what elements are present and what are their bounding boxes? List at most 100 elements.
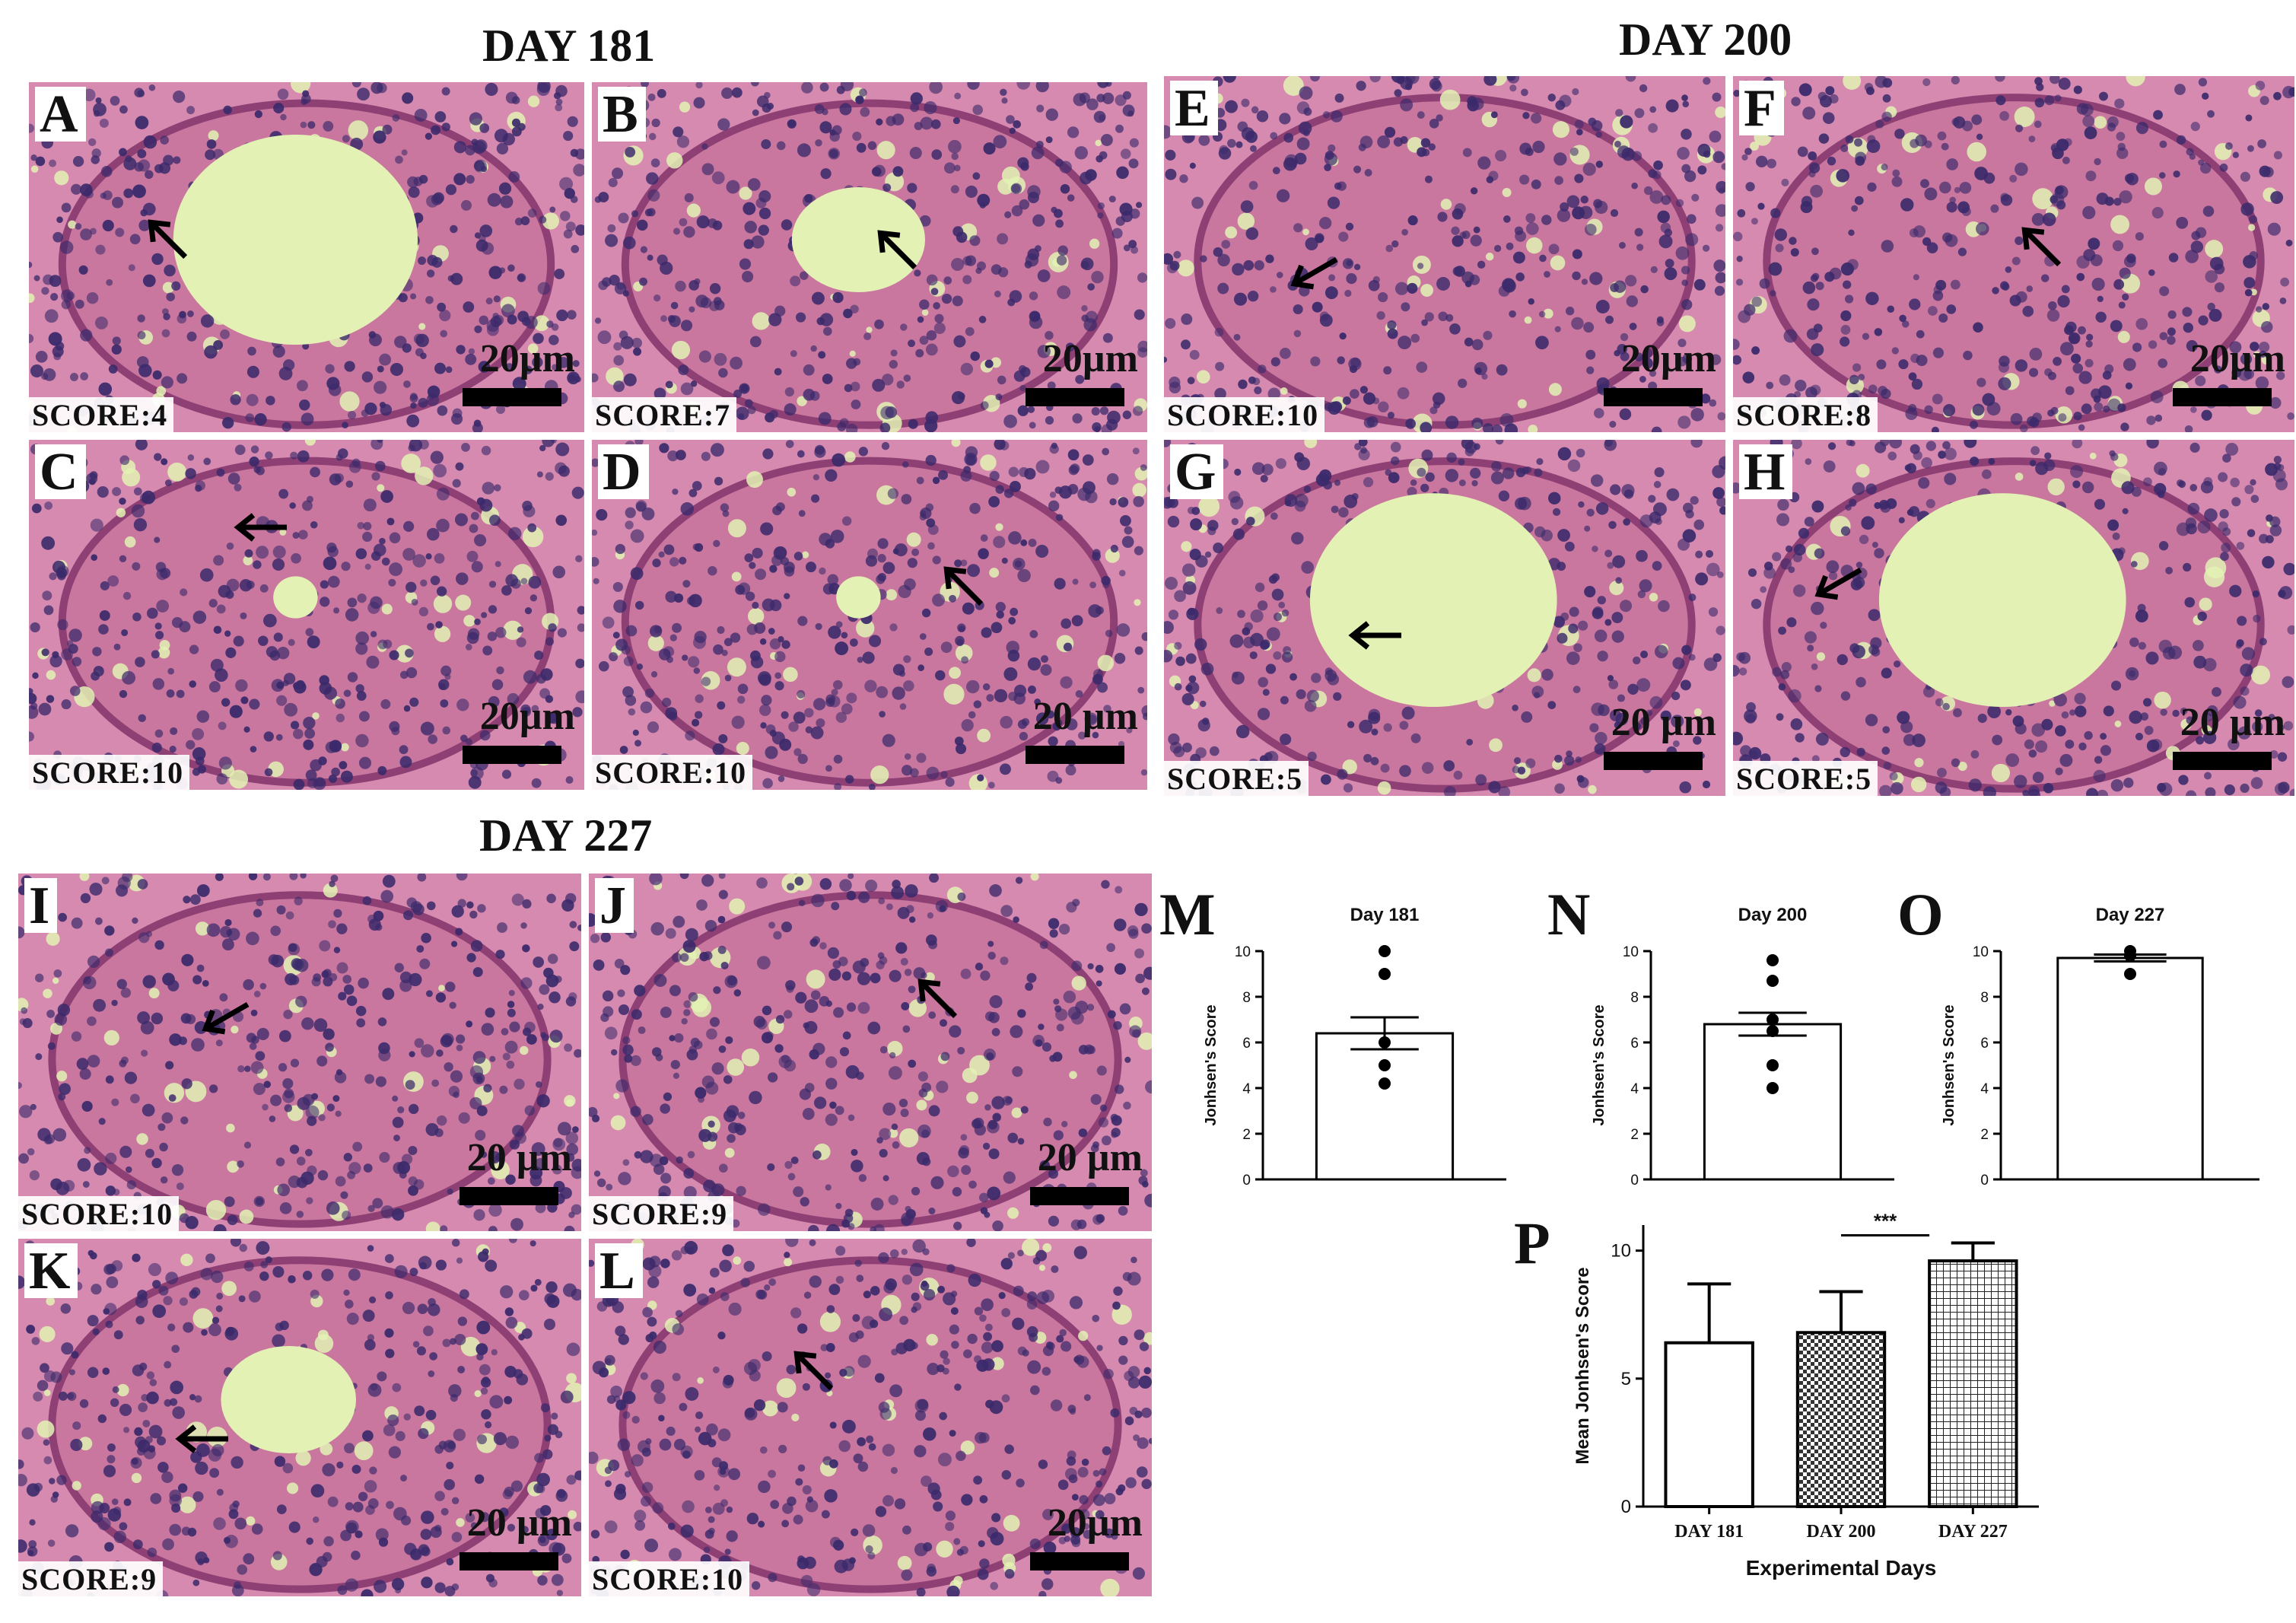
panel-label: J	[595, 878, 634, 933]
y-tick-label: 2	[1242, 1127, 1251, 1143]
scale-bar	[1030, 1187, 1129, 1205]
arrow-icon	[202, 1001, 250, 1035]
tissue-image	[589, 1239, 1152, 1596]
data-point	[1379, 1036, 1391, 1049]
micrograph-panel-e: E 20µm SCORE:10	[1164, 76, 1725, 432]
panel-label: D	[598, 444, 649, 499]
bar	[2056, 956, 2204, 1181]
arrow-icon	[2021, 227, 2061, 266]
data-point	[1767, 975, 1779, 987]
scale-bar-label: 20 µm	[1611, 701, 1716, 744]
y-tick-label: 8	[1630, 990, 1639, 1006]
panel-label: I	[24, 878, 58, 933]
micrograph-panel-d: D 20 µm SCORE:10	[592, 440, 1147, 790]
micrograph-panel-l: L 20µm SCORE:10	[589, 1239, 1152, 1596]
micrograph-panel-i: I 20 µm SCORE:10	[18, 874, 581, 1231]
panel-label: C	[35, 444, 86, 499]
y-tick-label: 8	[1980, 990, 1989, 1006]
scale-bar-label: 20 µm	[466, 1136, 572, 1179]
panel-letter: P	[1514, 1210, 1550, 1276]
score-label: SCORE:10	[592, 755, 753, 790]
data-point	[2124, 968, 2136, 980]
score-label: SCORE:10	[1164, 397, 1325, 432]
arrow-icon	[175, 1424, 229, 1453]
data-point	[1767, 1059, 1779, 1071]
arrow-icon	[147, 219, 187, 259]
tissue-image	[18, 874, 581, 1231]
tissue-image	[592, 82, 1147, 432]
data-point	[2124, 950, 2136, 962]
bar	[1928, 1259, 2018, 1508]
y-tick-label: 5	[1621, 1369, 1631, 1389]
score-label: SCORE:9	[589, 1196, 734, 1231]
micrograph-panel-b: B 20µm SCORE:7	[592, 82, 1147, 432]
panel-label: G	[1170, 444, 1224, 499]
x-axis-label: Experimental Days	[1746, 1556, 1937, 1580]
score-label: SCORE:5	[1164, 761, 1309, 796]
scale-bar	[2173, 752, 2272, 770]
chart-mean-score: P 0 5 10 Mean Jonhsen's Score Experimental Da…	[1514, 1209, 2039, 1580]
bar	[1664, 1341, 1754, 1508]
scale-bar	[460, 1552, 558, 1570]
data-point	[1767, 1025, 1779, 1037]
chart-title: Day 181	[1350, 905, 1420, 925]
scale-bar-label: 20µm	[479, 337, 575, 380]
tissue-image	[1733, 76, 2294, 432]
scale-bar	[463, 388, 561, 406]
tissue-image	[1733, 440, 2294, 796]
y-tick-label: 10	[1973, 944, 1989, 960]
arrow-icon	[917, 978, 957, 1018]
panel-label: F	[1739, 81, 1784, 135]
data-point	[1767, 1014, 1779, 1026]
scale-bar	[2173, 388, 2272, 406]
arrow-icon	[1814, 568, 1862, 600]
scale-bar-label: 20µm	[1620, 337, 1716, 380]
panel-label: A	[35, 87, 86, 142]
scale-bar-label: 20 µm	[2180, 701, 2285, 744]
y-tick-label: 6	[1630, 1036, 1639, 1052]
x-tick-label: DAY 227	[1938, 1522, 2008, 1542]
score-label: SCORE:9	[18, 1561, 164, 1596]
scale-bar	[1030, 1552, 1129, 1570]
data-point	[1379, 1077, 1391, 1090]
y-tick-label: 0	[1242, 1173, 1251, 1189]
y-axis-label: Jonhsen's Score	[1941, 1004, 1957, 1125]
panel-label: L	[595, 1243, 643, 1298]
scale-bar-label: 20µm	[2189, 337, 2285, 380]
y-tick-label: 8	[1242, 990, 1251, 1006]
micrograph-panel-f: F 20µm SCORE:8	[1733, 76, 2294, 432]
scale-bar	[460, 1187, 558, 1205]
y-tick-label: 10	[1611, 1241, 1631, 1262]
chart-day-227: O Day 227 0 2 4 6 8 10 Jonhsen's Score	[1897, 881, 2259, 1189]
x-tick-label: DAY 181	[1674, 1522, 1744, 1542]
group-title-day-227: DAY 227	[479, 810, 653, 861]
tissue-image	[1164, 76, 1725, 432]
scale-bar-label: 20 µm	[1032, 695, 1138, 738]
panel-letter: O	[1897, 881, 1944, 947]
arrow-icon	[233, 513, 287, 542]
bar	[1703, 1023, 1843, 1181]
y-tick-label: 6	[1242, 1036, 1251, 1052]
chart-title: Day 200	[1738, 905, 1808, 925]
y-tick-label: 4	[1980, 1081, 1989, 1097]
scale-bar	[463, 746, 561, 764]
y-tick-label: 0	[1630, 1173, 1639, 1189]
score-label: SCORE:10	[589, 1561, 750, 1596]
arrow-icon	[876, 230, 917, 269]
y-tick-label: 0	[1621, 1497, 1631, 1517]
scale-bar-label: 20µm	[1047, 1501, 1143, 1545]
score-label: SCORE:10	[18, 1196, 180, 1231]
tissue-image	[18, 1239, 581, 1596]
chart-day-181: M Day 181 0 2 4 6 8 10 Jonhsen's Score	[1159, 881, 1506, 1189]
data-point	[1767, 1082, 1779, 1094]
scale-bar-label: 20 µm	[1037, 1136, 1143, 1179]
group-title-day-200: DAY 200	[1619, 14, 1792, 65]
arrow-icon	[1348, 621, 1402, 651]
scale-bar	[1604, 752, 1703, 770]
group-title-day-181: DAY 181	[482, 21, 656, 71]
y-tick-label: 6	[1980, 1036, 1989, 1052]
significance-label: ***	[1874, 1209, 1897, 1232]
panel-label: H	[1739, 444, 1793, 499]
tissue-image	[29, 440, 584, 790]
tissue-image	[589, 874, 1152, 1231]
